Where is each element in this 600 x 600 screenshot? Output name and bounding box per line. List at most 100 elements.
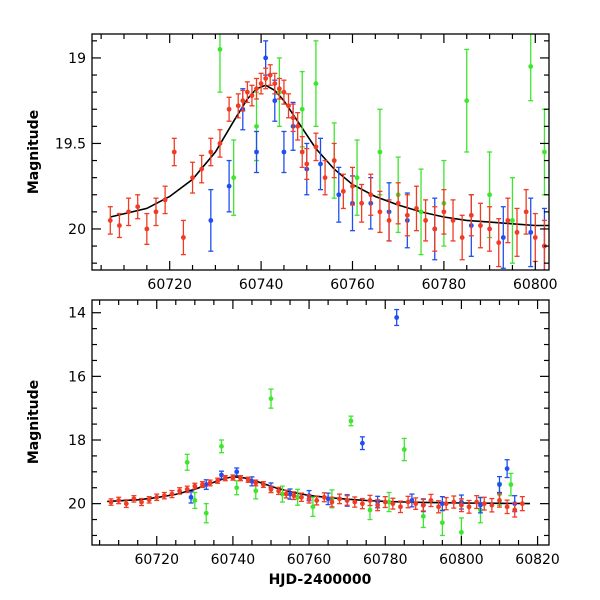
green-marker [192,498,198,503]
red-data-point [390,497,396,510]
red-marker [263,76,269,81]
green-data-point [313,40,319,127]
red-marker [268,486,274,492]
bottom-x-axis-label: HJD-2400000 [269,572,372,588]
red-data-point [321,492,327,503]
green-marker [203,510,209,516]
red-data-point [504,499,510,515]
red-marker [144,226,150,232]
y-tick-label: 16 [68,369,86,385]
green-data-point [217,34,223,93]
x-tick-label: 60740 [211,552,256,568]
red-data-point [162,185,168,215]
blue-data-point [208,188,214,252]
red-data-point [126,197,132,227]
top-panel: 60720 60740 60760 60780 60800 19 19.5 20 Magni… [26,33,558,293]
red-data-point [514,207,520,257]
red-marker [523,209,529,215]
y-tick-label: 18 [68,433,86,449]
red-marker [286,103,291,109]
x-tick-label: 60780 [422,277,467,293]
blue-data-point [287,488,293,500]
red-data-point [267,64,273,86]
red-data-point [458,498,464,513]
red-marker [254,86,259,92]
blue-data-point [394,308,400,327]
x-tick-label: 60820 [515,552,560,568]
red-marker [420,502,426,508]
red-marker [487,226,492,232]
red-data-point [253,479,259,487]
blue-marker [325,496,331,502]
red-marker [436,504,441,510]
red-marker [352,499,358,505]
red-data-point [263,67,269,90]
red-marker [481,501,487,507]
red-data-point [116,496,122,505]
red-marker [222,475,228,481]
red-data-point [169,489,175,499]
green-marker [367,507,373,513]
red-marker [428,498,434,503]
blue-marker [439,501,445,507]
blue-data-point [188,490,194,504]
red-marker [331,158,337,163]
red-data-point [413,497,419,511]
red-marker [367,498,373,503]
red-marker [131,496,137,502]
red-marker [368,192,374,198]
green-marker [231,175,237,181]
red-marker [249,93,255,98]
red-data-point [505,197,511,244]
red-marker [281,89,287,95]
red-data-point [230,474,236,481]
red-data-point [443,496,449,511]
red-marker [208,149,214,155]
red-data-point [180,219,186,256]
green-data-point [310,496,316,518]
red-marker [107,218,113,223]
red-data-point [375,499,381,512]
red-data-point [208,137,214,167]
red-marker [514,229,520,235]
green-data-point [268,388,274,409]
red-marker [139,499,144,505]
red-data-point [281,79,287,105]
red-marker [386,218,392,223]
red-data-point [367,494,373,507]
red-marker [450,218,456,223]
green-data-point [218,439,224,454]
red-marker [497,498,502,503]
red-data-point [222,474,228,482]
blue-marker [359,440,365,446]
red-data-point [199,154,205,184]
red-marker [161,493,167,499]
bottom-y-axis-label: Magnitude [26,380,42,464]
red-data-point [477,202,483,249]
red-data-point [523,188,529,235]
red-marker [466,504,472,510]
red-data-point [107,206,113,235]
green-marker [299,106,305,112]
red-data-point [313,132,319,162]
red-marker [276,86,282,92]
blue-marker [394,315,400,320]
red-data-point [291,491,297,501]
green-data-point [184,453,190,471]
green-marker [217,46,223,52]
red-data-point [306,494,312,504]
red-marker [240,98,246,104]
red-data-point [487,206,493,252]
green-marker [464,98,470,104]
red-data-point [481,496,487,511]
red-data-point [171,137,177,167]
red-marker [405,499,411,505]
red-data-point [436,500,442,514]
red-marker [468,212,474,218]
red-data-point [298,492,304,503]
red-data-point [532,212,538,263]
green-marker [234,485,240,491]
blue-data-point [439,495,445,512]
blue-marker [219,472,224,478]
red-marker [116,498,122,503]
